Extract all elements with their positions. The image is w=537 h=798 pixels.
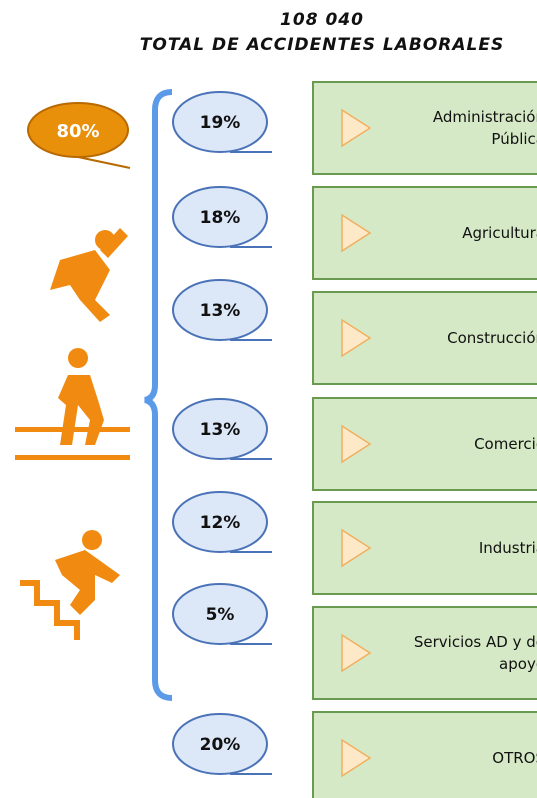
sector-label: Comercio — [474, 435, 537, 453]
rows: 19% Administración Pública 18% Agricultura 13… — [172, 81, 537, 798]
percent: 19% — [200, 113, 241, 133]
sector-label: OTROS — [492, 749, 537, 767]
badge: 80% — [27, 102, 131, 169]
arrow — [341, 213, 372, 253]
arrow — [341, 738, 372, 778]
bubble — [172, 713, 268, 775]
sector-label: apoyo — [499, 655, 537, 673]
bubble — [172, 186, 268, 248]
sector-label: Industria — [479, 539, 537, 557]
sector-label: Agricultura — [462, 224, 537, 242]
total: 108 040 — [280, 10, 364, 30]
bubble — [172, 491, 268, 553]
percent: 20% — [200, 735, 241, 755]
bubble — [172, 91, 268, 153]
arrow — [341, 424, 372, 464]
percent: 13% — [200, 420, 241, 440]
sector-label: Servicios AD y de — [414, 633, 537, 651]
arrow — [341, 633, 372, 673]
bubble — [172, 583, 268, 645]
arrow — [341, 108, 372, 148]
sector-label: Construcción — [447, 329, 537, 347]
sector-label: Pública — [491, 130, 537, 148]
bubble — [172, 279, 268, 341]
bubble — [172, 398, 268, 460]
percent: 13% — [200, 301, 241, 321]
arrow — [341, 528, 372, 568]
brace — [144, 89, 173, 701]
icons — [15, 228, 130, 640]
percent: 5% — [206, 605, 235, 625]
percent: 12% — [200, 513, 241, 533]
sector-box — [312, 186, 537, 280]
arrow — [341, 318, 372, 358]
sector-label: Administración — [433, 108, 537, 126]
percent: 18% — [200, 208, 241, 228]
badge-label: 80% — [56, 121, 99, 142]
title: TOTAL DE ACCIDENTES LABORALES — [140, 35, 504, 55]
